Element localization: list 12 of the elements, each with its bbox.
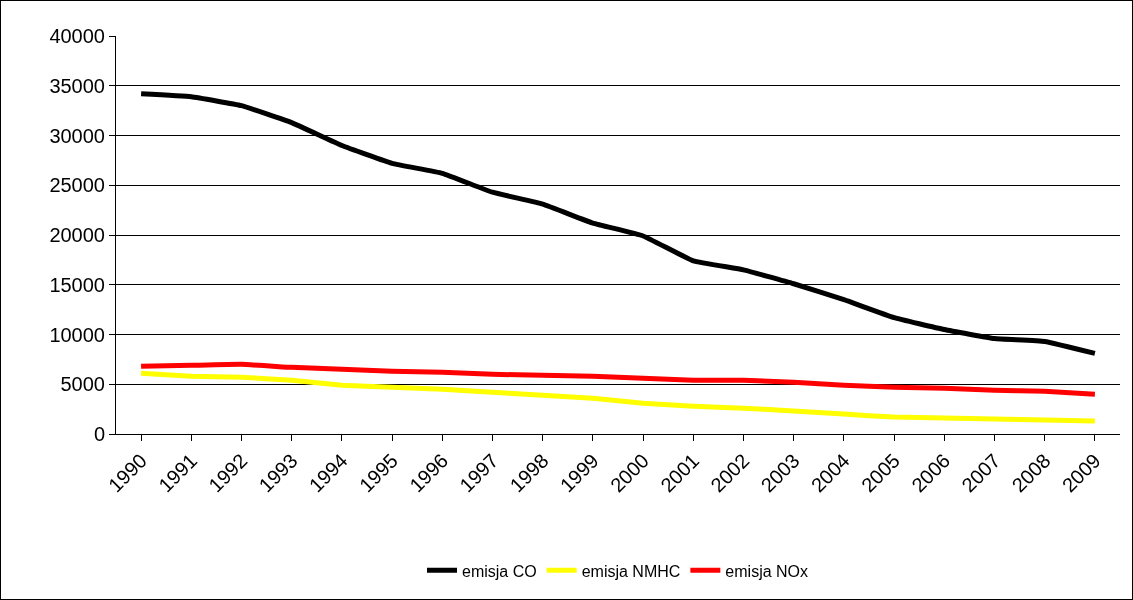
y-tick-label: 5000 bbox=[60, 373, 105, 396]
legend-label: emisja NOx bbox=[725, 562, 809, 580]
y-tick-label: 30000 bbox=[49, 124, 105, 147]
y-tick-label: 40000 bbox=[49, 25, 105, 47]
y-tick-label: 10000 bbox=[49, 323, 105, 346]
y-tick-label: 15000 bbox=[49, 273, 105, 296]
y-tick-label: 20000 bbox=[49, 224, 105, 246]
y-tick-label: 35000 bbox=[49, 74, 105, 97]
legend-label: emisja NMHC bbox=[581, 562, 681, 580]
y-tick-label: 25000 bbox=[49, 174, 105, 197]
legend-label: emisja CO bbox=[462, 562, 537, 580]
y-tick-label: 0 bbox=[93, 423, 105, 445]
